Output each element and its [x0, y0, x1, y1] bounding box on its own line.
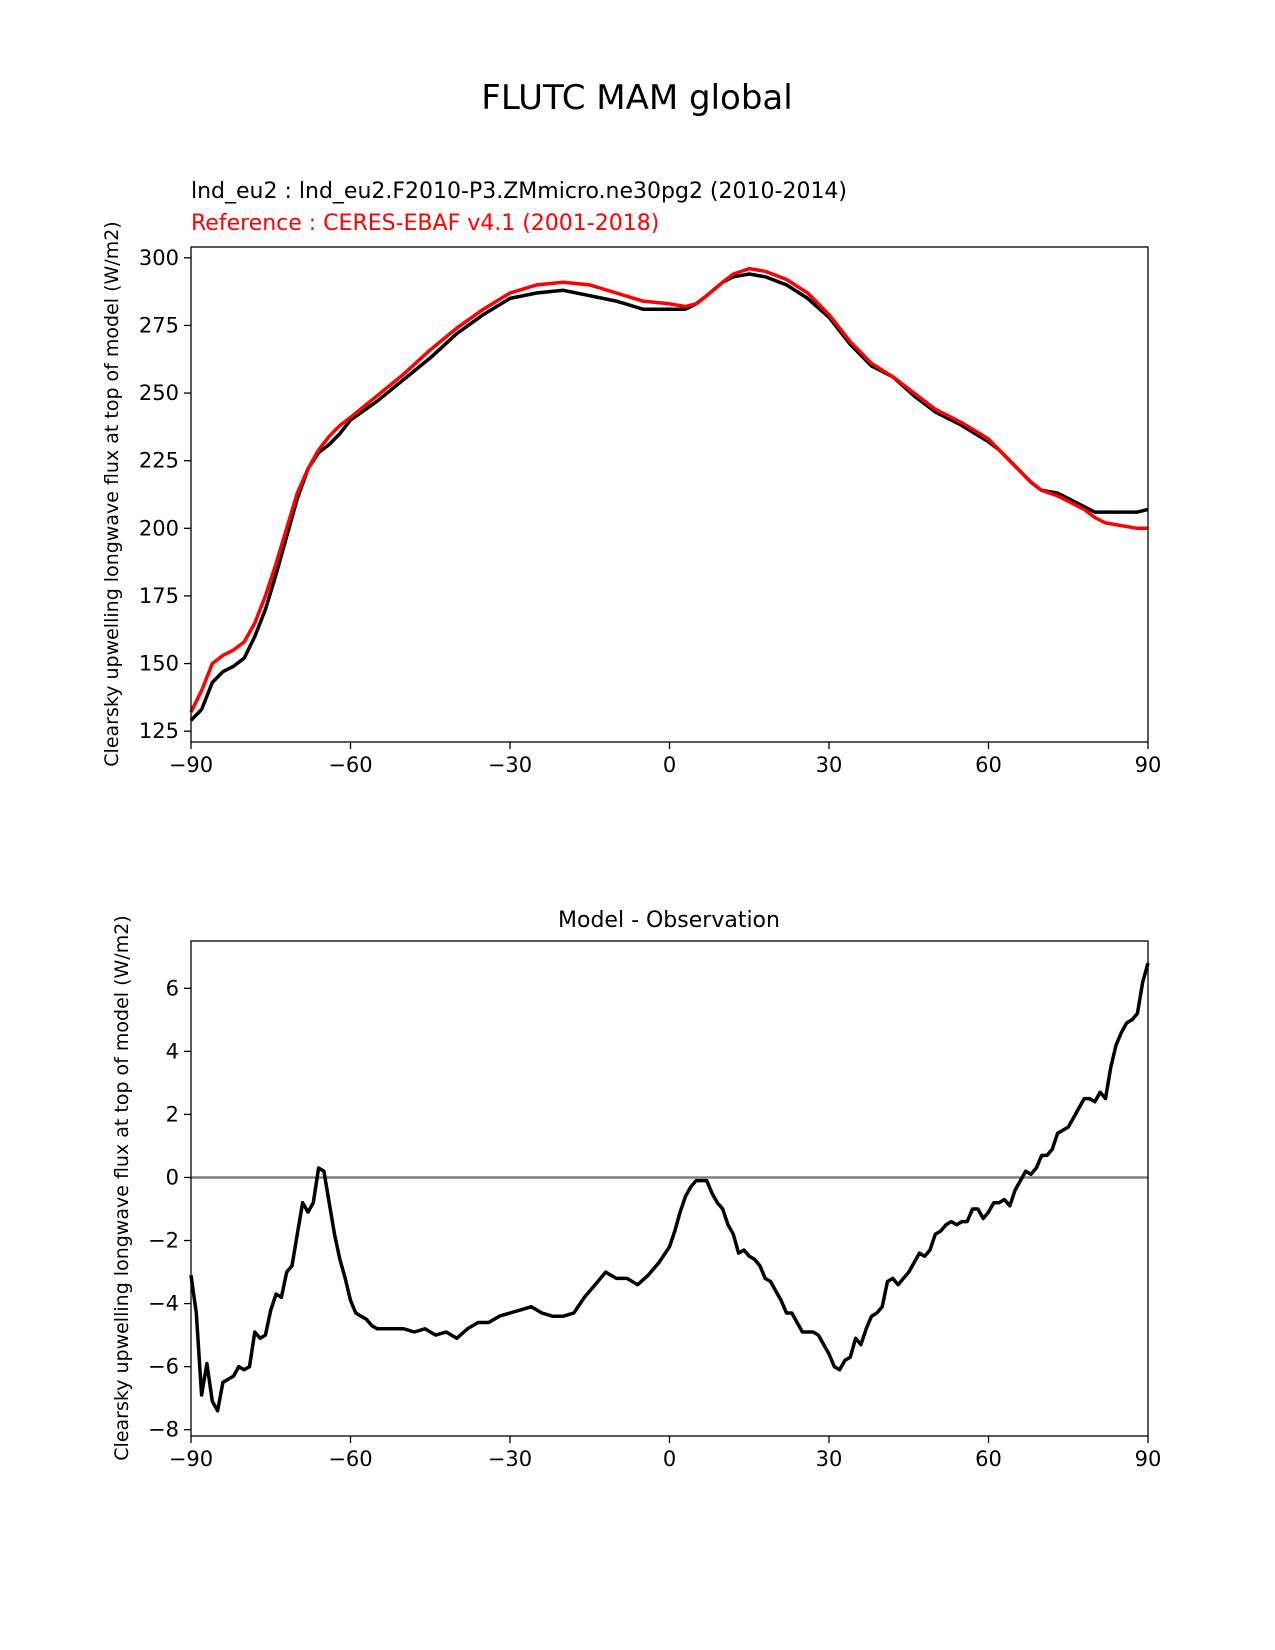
y-tick-label: 250: [139, 381, 179, 405]
x-tick-label: 90: [1135, 753, 1162, 777]
y-tick-label: 2: [166, 1102, 179, 1126]
x-tick-label: −60: [328, 753, 372, 777]
x-tick-label: 60: [975, 753, 1002, 777]
y-tick-label: 125: [139, 719, 179, 743]
y-tick-label: 150: [139, 652, 179, 676]
panel-title-difference: Model - Observation: [558, 908, 780, 933]
x-tick-label: 0: [663, 753, 676, 777]
x-tick-label: 0: [663, 1447, 676, 1471]
climatology-panel: lnd_eu2 : lnd_eu2.F2010-P3.ZMmicro.ne30p…: [101, 179, 1161, 777]
y-axis-label: Clearsky upwelling longwave flux at top …: [101, 221, 123, 766]
y-axis-label: Clearsky upwelling longwave flux at top …: [111, 915, 133, 1460]
y-tick-label: 300: [139, 246, 179, 270]
y-tick-label: −8: [148, 1418, 179, 1442]
y-tick-label: 175: [139, 584, 179, 608]
difference-panel: Model - Observation Clearsky upwelling l…: [111, 908, 1161, 1471]
figure-title: FLUTC MAM global: [481, 78, 792, 118]
x-tick-label: 30: [816, 753, 843, 777]
y-tick-label: 200: [139, 516, 179, 540]
x-tick-label: 30: [816, 1447, 843, 1471]
y-tick-label: 6: [166, 976, 179, 1000]
y-tick-label: −4: [148, 1292, 179, 1316]
y-tick-label: −2: [148, 1229, 179, 1253]
tick-marks: −90 −60 −30 0 30 60 90 −8 −6 −4 −2 0 2 4 6: [148, 976, 1161, 1471]
plot-frame: [190, 246, 1149, 743]
series-lines: [189, 962, 1150, 1413]
series-line-model-observation: [189, 962, 1150, 1413]
series-line-lnd-eu2: [189, 272, 1149, 722]
x-tick-label: 60: [975, 1447, 1002, 1471]
series-line-reference: [189, 266, 1148, 713]
y-tick-label: 275: [139, 313, 179, 337]
panel-title-model: lnd_eu2 : lnd_eu2.F2010-P3.ZMmicro.ne30p…: [191, 179, 847, 204]
y-tick-label: 0: [166, 1165, 179, 1189]
x-tick-label: 90: [1135, 1447, 1162, 1471]
series-lines: [189, 266, 1149, 722]
panel-title-reference: Reference : CERES-EBAF v4.1 (2001-2018): [191, 211, 659, 236]
plot-frame: [190, 940, 1149, 1437]
y-tick-label: −6: [148, 1355, 179, 1379]
x-tick-label: −30: [488, 753, 532, 777]
x-tick-label: −30: [488, 1447, 532, 1471]
x-tick-label: −90: [169, 1447, 213, 1471]
x-tick-label: −60: [328, 1447, 372, 1471]
tick-marks: −90 −60 −30 0 30 60 90 125 150 175 200 225 250 275 300: [139, 246, 1161, 777]
x-tick-label: −90: [169, 753, 213, 777]
y-tick-label: 225: [139, 449, 179, 473]
y-tick-label: 4: [166, 1039, 179, 1063]
